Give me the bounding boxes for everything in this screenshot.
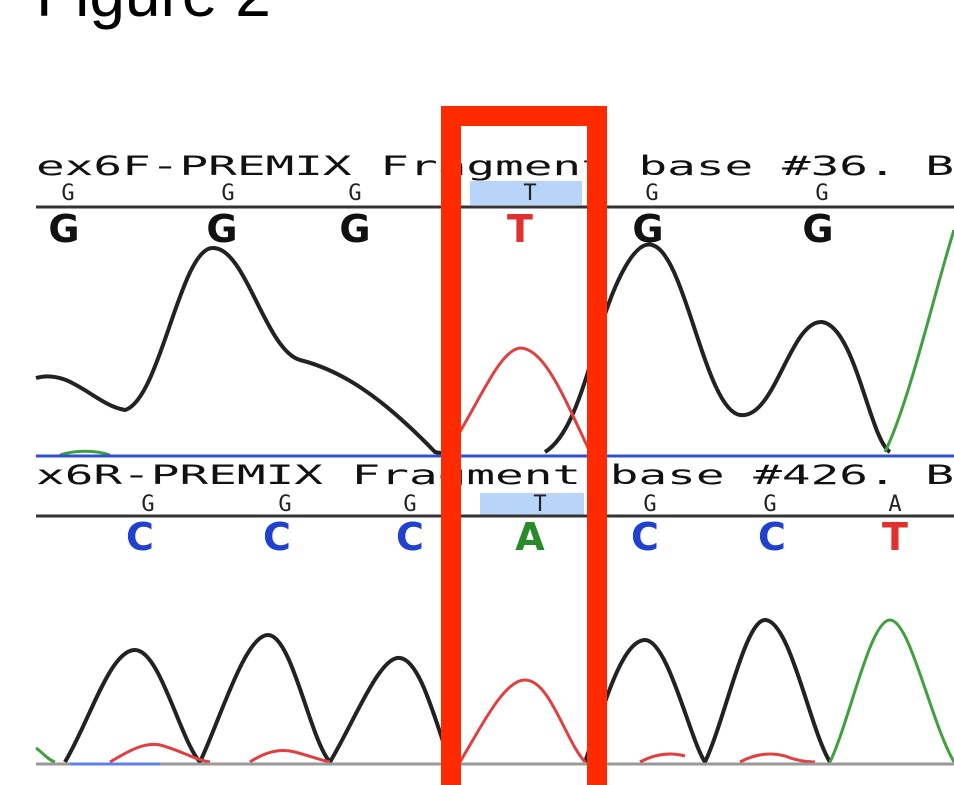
top-trace-a — [883, 229, 954, 453]
bottom-selected-base-highlight — [480, 493, 584, 515]
bottom-trace-t — [639, 752, 686, 764]
top-called-bases: G G G T G G — [48, 207, 833, 251]
bottom-trace-t — [739, 752, 816, 764]
figure-title: Figure 2 — [36, 0, 271, 26]
bottom-trace-t — [458, 678, 587, 764]
bottom-called-base: C — [758, 515, 786, 559]
top-panel-header: ex6F-PREMIX Fragment base #36. B — [36, 151, 954, 182]
bottom-panel-header: x6R-PREMIX Fragment base #426. B — [36, 460, 954, 491]
bottom-template-base: T — [533, 492, 546, 517]
top-called-base: T — [507, 207, 533, 251]
top-called-base: G — [48, 207, 79, 251]
top-trace-g — [35, 245, 456, 458]
bottom-template-base: G — [643, 492, 656, 517]
highlight-box — [441, 106, 607, 785]
bottom-called-base: T — [882, 515, 908, 559]
bottom-trace-t — [249, 748, 331, 764]
top-template-bases: G G G T G G — [61, 181, 828, 206]
top-selected-base-highlight — [470, 181, 582, 205]
panel-top: ex6F-PREMIX Fragment base #36. B G G G T… — [35, 151, 954, 458]
bottom-template-base: G — [278, 492, 291, 517]
bottom-called-bases: C C C A C C T — [126, 515, 908, 559]
bottom-template-base: G — [141, 492, 154, 517]
bottom-called-base: C — [126, 515, 154, 559]
top-template-base: G — [61, 181, 74, 206]
bottom-template-base: A — [888, 492, 901, 517]
bottom-template-base: G — [763, 492, 776, 517]
bottom-trace-g — [63, 632, 452, 766]
top-template-base: G — [221, 181, 234, 206]
bottom-trace-g — [583, 617, 832, 767]
bottom-called-base: A — [515, 515, 545, 559]
bottom-called-base: C — [631, 515, 659, 559]
top-trace-t — [453, 346, 592, 453]
top-called-base: G — [802, 207, 833, 251]
top-template-base: G — [645, 181, 658, 206]
top-called-base: G — [339, 207, 370, 251]
bottom-template-bases: G G G T G G A — [141, 492, 901, 517]
bottom-called-base: C — [263, 515, 291, 559]
top-template-base: G — [815, 181, 828, 206]
top-trace-a — [59, 449, 111, 457]
bottom-template-base: G — [403, 492, 416, 517]
bottom-called-base: C — [396, 515, 424, 559]
bottom-trace-a — [35, 746, 56, 764]
panel-bottom: x6R-PREMIX Fragment base #426. B G G G T… — [35, 460, 954, 767]
top-called-base: G — [206, 207, 237, 251]
bottom-trace-t — [109, 742, 211, 764]
bottom-trace-a — [828, 618, 954, 763]
top-template-base: G — [348, 181, 361, 206]
top-template-base: T — [523, 181, 536, 206]
